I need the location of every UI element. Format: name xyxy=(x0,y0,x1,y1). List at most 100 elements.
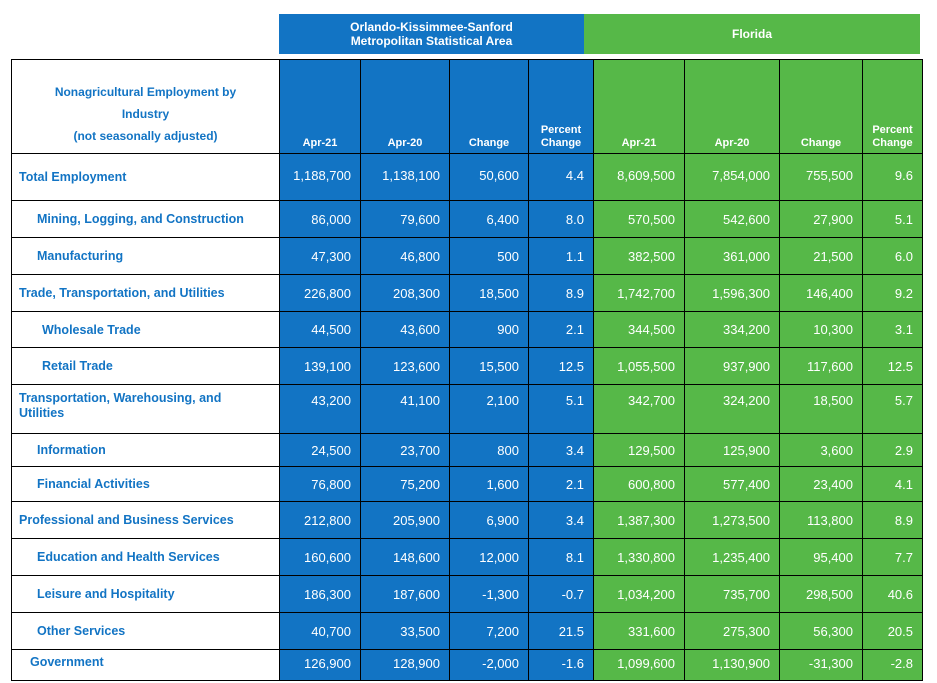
fl-percent-cell: 20.5 xyxy=(862,612,923,650)
msa-percent-cell: 2.1 xyxy=(528,311,594,348)
msa-apr21-cell: 139,100 xyxy=(279,347,361,385)
table-row: Financial Activities 76,800 75,200 1,600… xyxy=(11,466,923,502)
fl-change-cell: 3,600 xyxy=(779,433,863,467)
fl-apr21-cell: 600,800 xyxy=(593,466,685,502)
fl-percent-cell: 6.0 xyxy=(862,237,923,275)
fl-change-cell: 755,500 xyxy=(779,153,863,201)
table-row: Retail Trade 139,100 123,600 15,500 12.5… xyxy=(11,347,923,385)
fl-change-cell: 146,400 xyxy=(779,274,863,312)
florida-region-banner: Florida xyxy=(584,14,920,54)
industry-header-line3: (not seasonally adjusted) xyxy=(73,129,218,143)
fl-apr21-cell: 570,500 xyxy=(593,200,685,238)
table-row: Professional and Business Services 212,8… xyxy=(11,501,923,539)
row-label: Transportation, Warehousing, and Utiliti… xyxy=(11,384,280,434)
florida-region-title: Florida xyxy=(731,27,772,41)
fl-apr21-cell: 1,055,500 xyxy=(593,347,685,385)
fl-apr20-cell: 1,596,300 xyxy=(684,274,780,312)
row-label: Government xyxy=(11,649,280,681)
row-label: Education and Health Services xyxy=(11,538,280,576)
fl-percent-cell: 12.5 xyxy=(862,347,923,385)
row-label: Information xyxy=(11,433,280,467)
fl-change-cell: 23,400 xyxy=(779,466,863,502)
msa-change-cell: 800 xyxy=(449,433,529,467)
msa-apr20-cell: 33,500 xyxy=(360,612,450,650)
msa-apr20-cell: 187,600 xyxy=(360,575,450,613)
msa-apr20-cell: 123,600 xyxy=(360,347,450,385)
msa-apr20-cell: 208,300 xyxy=(360,274,450,312)
msa-percent-change-label: Change xyxy=(540,137,582,149)
fl-change-cell: 27,900 xyxy=(779,200,863,238)
fl-percent-cell: 9.2 xyxy=(862,274,923,312)
msa-change-cell: 15,500 xyxy=(449,347,529,385)
msa-change-cell: 500 xyxy=(449,237,529,275)
fl-apr20-header: Apr-20 xyxy=(684,59,780,154)
fl-change-cell: 298,500 xyxy=(779,575,863,613)
msa-apr21-cell: 86,000 xyxy=(279,200,361,238)
fl-change-cell: -31,300 xyxy=(779,649,863,681)
fl-percent-cell: 9.6 xyxy=(862,153,923,201)
fl-percent-cell: 4.1 xyxy=(862,466,923,502)
msa-apr21-cell: 43,200 xyxy=(279,384,361,434)
msa-change-cell: 1,600 xyxy=(449,466,529,502)
table-row: Total Employment 1,188,700 1,138,100 50,… xyxy=(11,153,923,201)
fl-apr21-cell: 1,387,300 xyxy=(593,501,685,539)
fl-apr20-cell: 324,200 xyxy=(684,384,780,434)
msa-change-cell: 900 xyxy=(449,311,529,348)
fl-change-cell: 117,600 xyxy=(779,347,863,385)
row-label-line2: Utilities xyxy=(19,406,65,420)
fl-apr20-cell: 542,600 xyxy=(684,200,780,238)
table-row: Education and Health Services 160,600 14… xyxy=(11,538,923,576)
msa-apr21-cell: 212,800 xyxy=(279,501,361,539)
table-row: Trade, Transportation, and Utilities 226… xyxy=(11,274,923,312)
fl-change-cell: 95,400 xyxy=(779,538,863,576)
msa-change-cell: -1,300 xyxy=(449,575,529,613)
industry-header-line1: Nonagricultural Employment by xyxy=(54,85,237,99)
msa-apr20-cell: 79,600 xyxy=(360,200,450,238)
fl-percent-change-label: Change xyxy=(872,137,913,149)
fl-apr20-cell: 275,300 xyxy=(684,612,780,650)
fl-apr20-cell: 361,000 xyxy=(684,237,780,275)
msa-apr20-cell: 1,138,100 xyxy=(360,153,450,201)
row-label: Wholesale Trade xyxy=(11,311,280,348)
msa-change-cell: 7,200 xyxy=(449,612,529,650)
table-row: Mining, Logging, and Construction 86,000… xyxy=(11,200,923,238)
msa-apr21-cell: 44,500 xyxy=(279,311,361,348)
msa-region-title-line2: Metropolitan Statistical Area xyxy=(350,34,513,48)
fl-percent-cell: 3.1 xyxy=(862,311,923,348)
msa-change-cell: 6,900 xyxy=(449,501,529,539)
row-label: Retail Trade xyxy=(11,347,280,385)
fl-apr20-cell: 735,700 xyxy=(684,575,780,613)
row-label: Other Services xyxy=(11,612,280,650)
row-label: Mining, Logging, and Construction xyxy=(11,200,280,238)
msa-percent-change-header: Percent Change xyxy=(528,59,594,154)
msa-change-cell: 2,100 xyxy=(449,384,529,434)
fl-apr21-cell: 1,742,700 xyxy=(593,274,685,312)
table-row: Transportation, Warehousing, and Utiliti… xyxy=(11,384,923,434)
msa-apr20-cell: 75,200 xyxy=(360,466,450,502)
fl-apr20-cell: 1,273,500 xyxy=(684,501,780,539)
fl-percent-cell: 5.1 xyxy=(862,200,923,238)
fl-apr20-cell: 1,130,900 xyxy=(684,649,780,681)
table-row: Leisure and Hospitality 186,300 187,600 … xyxy=(11,575,923,613)
msa-percent-cell: 2.1 xyxy=(528,466,594,502)
row-label-line1: Transportation, Warehousing, and xyxy=(19,391,222,405)
row-label: Leisure and Hospitality xyxy=(11,575,280,613)
fl-apr21-cell: 1,099,600 xyxy=(593,649,685,681)
fl-apr21-cell: 8,609,500 xyxy=(593,153,685,201)
msa-apr21-header: Apr-21 xyxy=(279,59,361,154)
msa-region-title-line1: Orlando-Kissimmee-Sanford xyxy=(350,20,513,34)
fl-apr21-cell: 1,330,800 xyxy=(593,538,685,576)
fl-apr21-cell: 129,500 xyxy=(593,433,685,467)
table-header-row: Nonagricultural Employment by Industry (… xyxy=(11,59,923,154)
fl-change-cell: 18,500 xyxy=(779,384,863,434)
fl-percent-cell: 7.7 xyxy=(862,538,923,576)
fl-percent-cell: 5.7 xyxy=(862,384,923,434)
fl-apr21-cell: 382,500 xyxy=(593,237,685,275)
msa-apr21-cell: 76,800 xyxy=(279,466,361,502)
msa-change-cell: 6,400 xyxy=(449,200,529,238)
employment-table: Nonagricultural Employment by Industry (… xyxy=(11,59,923,681)
row-label: Financial Activities xyxy=(11,466,280,502)
fl-change-cell: 21,500 xyxy=(779,237,863,275)
msa-change-cell: 12,000 xyxy=(449,538,529,576)
fl-percent-cell: -2.8 xyxy=(862,649,923,681)
